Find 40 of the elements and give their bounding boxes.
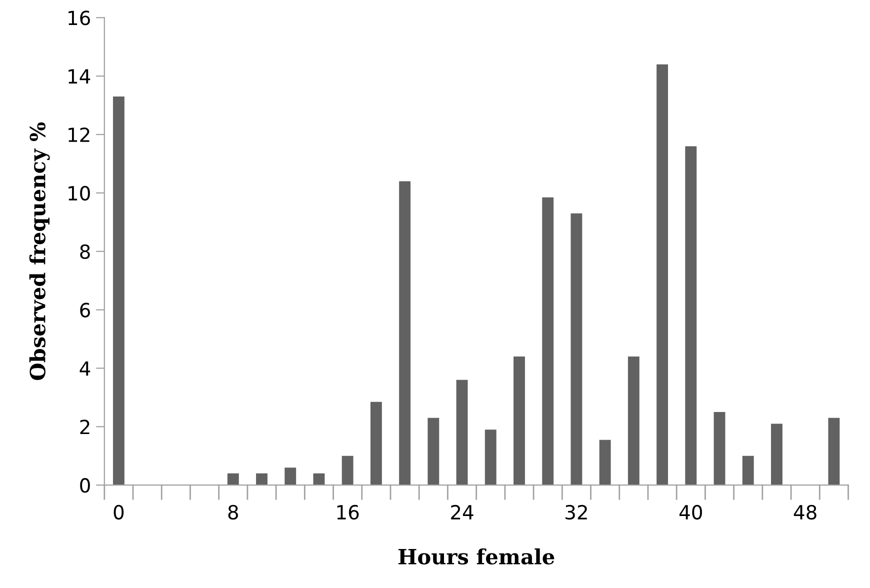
y-tick-label: 0 [80, 478, 90, 493]
y-tick-label: 8 [80, 244, 90, 260]
bar [828, 418, 840, 486]
bar [227, 473, 239, 486]
bar [256, 473, 268, 486]
y-tick-label: 4 [80, 361, 90, 376]
x-tick-label: 32 [566, 504, 587, 520]
bar [599, 440, 611, 486]
bar [685, 146, 697, 486]
bar [399, 181, 411, 486]
bar [313, 473, 325, 486]
y-tick-label: 16 [68, 10, 90, 26]
bar [456, 380, 468, 486]
bar [484, 430, 496, 486]
bar [714, 412, 726, 486]
x-tick-label: 24 [451, 504, 474, 520]
bar [284, 468, 296, 486]
bar [342, 456, 354, 486]
x-tick-label: 48 [794, 504, 816, 520]
y-tick-label: 14 [68, 69, 90, 84]
bar [514, 356, 525, 486]
x-tick-label: 8 [228, 504, 238, 520]
x-tick-label: 0 [114, 504, 124, 520]
bar [428, 418, 440, 486]
bar [370, 402, 382, 486]
bar [628, 356, 640, 486]
x-axis-title: Hours female [398, 548, 554, 564]
bar [742, 456, 754, 486]
y-tick-label: 2 [80, 420, 90, 434]
bar [656, 64, 668, 486]
bar [570, 213, 582, 486]
bar [771, 424, 782, 486]
x-tick-label: 16 [337, 504, 359, 520]
bar [542, 197, 554, 486]
y-axis-title: Observed frequency % [29, 122, 50, 380]
y-tick-label: 10 [68, 186, 90, 201]
x-tick-label: 40 [679, 504, 702, 520]
y-tick-label: 12 [68, 127, 90, 142]
y-tick-label: 6 [80, 302, 90, 318]
bar [112, 96, 124, 486]
